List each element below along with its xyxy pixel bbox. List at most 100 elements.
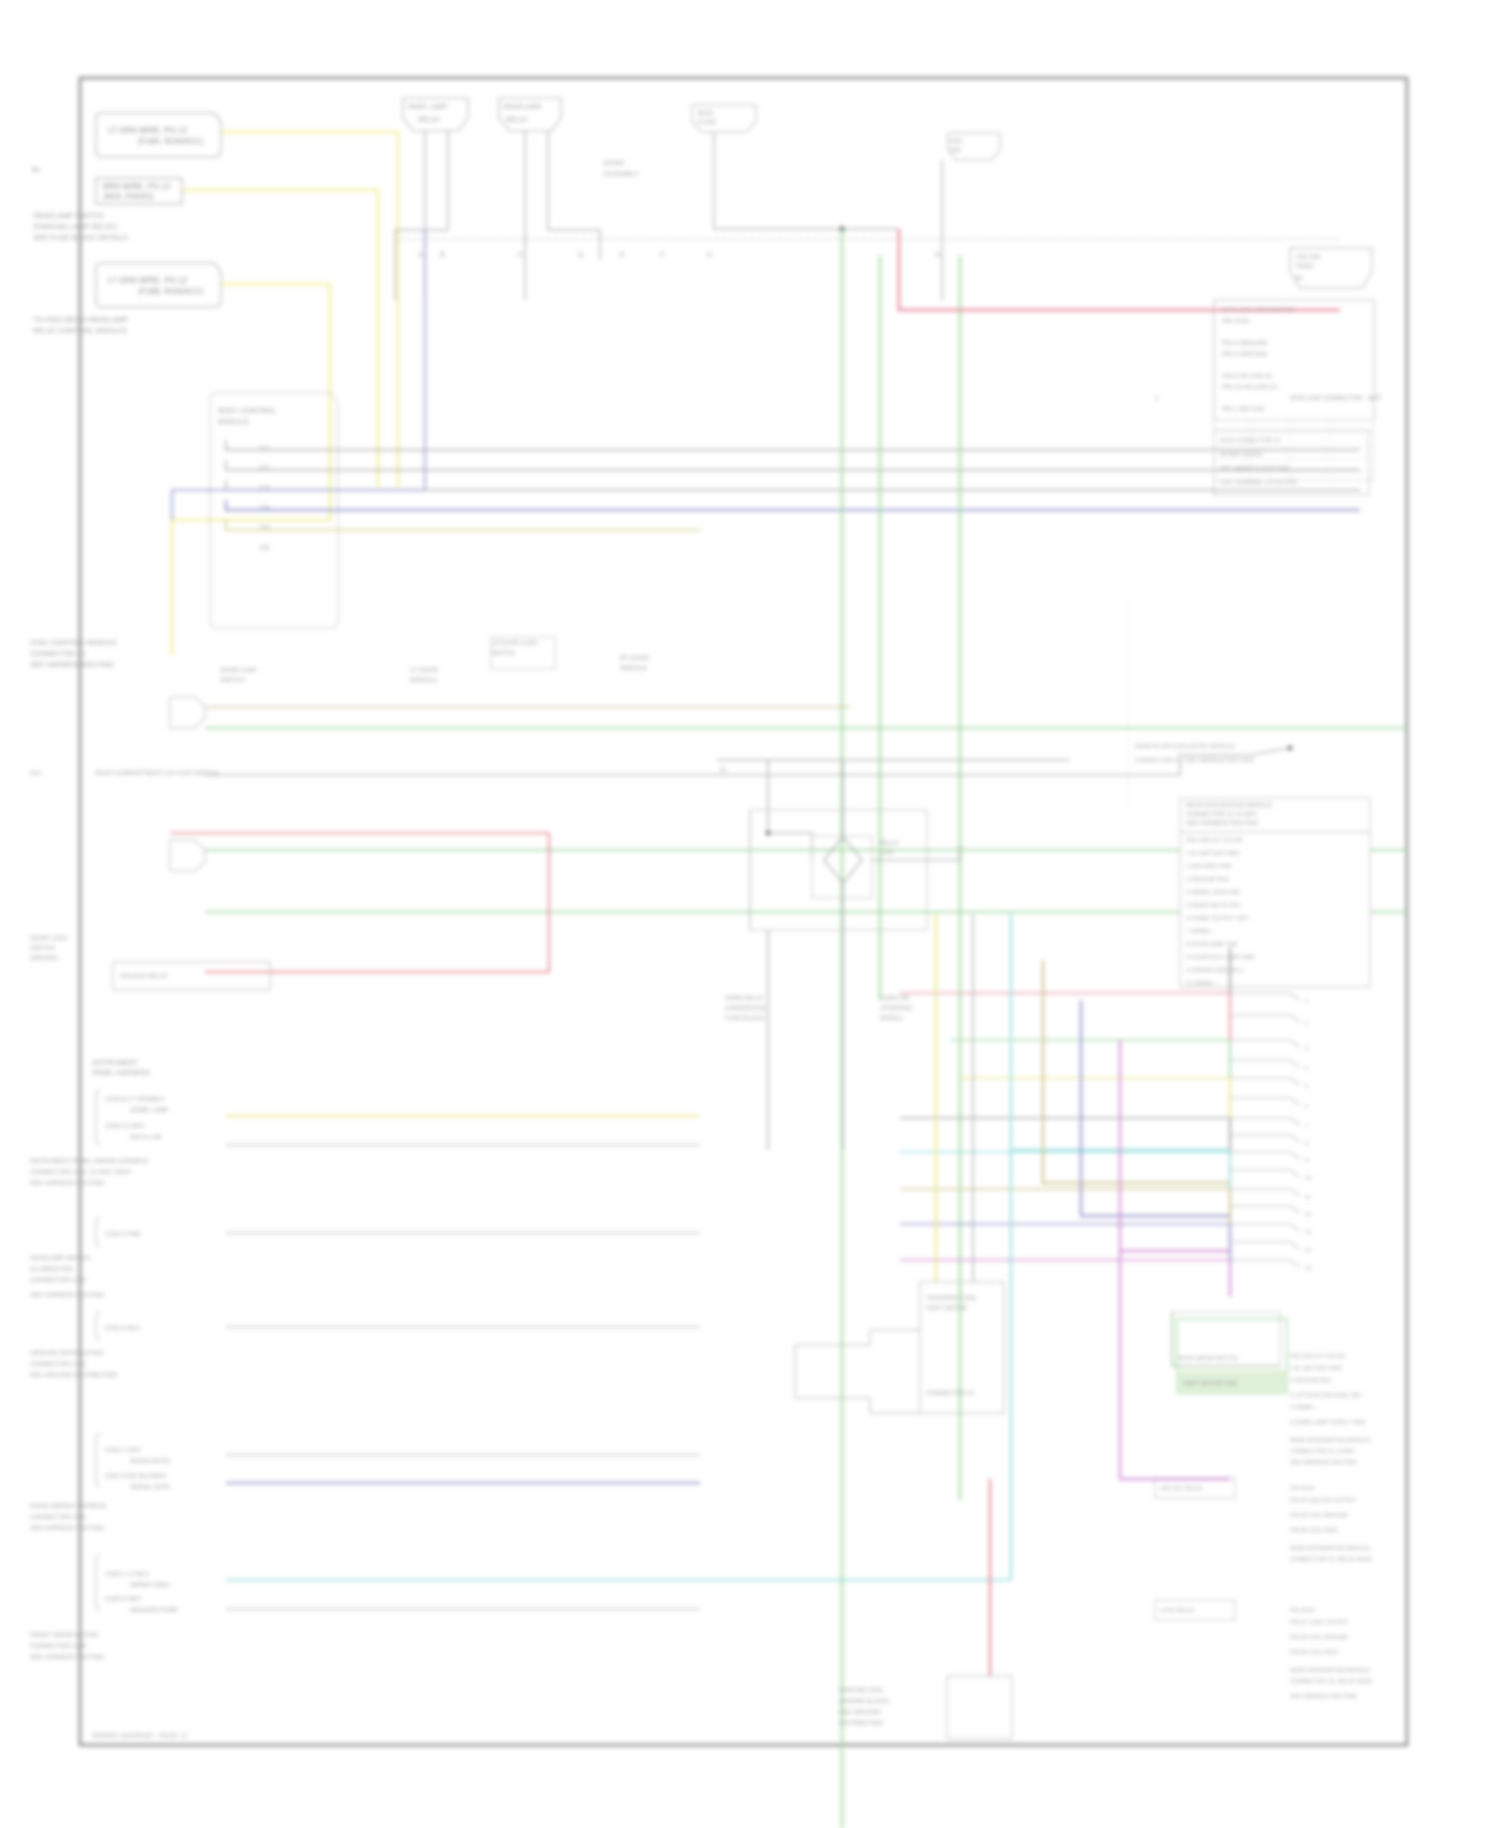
svg-text:HORN RELAY: HORN RELAY [725, 996, 764, 1002]
svg-text:GROUND DISTRIBUTION: GROUND DISTRIBUTION [30, 1350, 103, 1357]
svg-text:PARK LAMP: PARK LAMP [408, 104, 448, 111]
svg-text:C1: C1 [260, 443, 269, 452]
svg-text:BCM: BCM [698, 110, 713, 117]
svg-text:ASSEMBLY: ASSEMBLY [603, 171, 640, 178]
svg-text:13: 13 [1305, 1230, 1311, 1236]
svg-text:RELAY: RELAY [506, 117, 529, 124]
svg-text:SWITCH: SWITCH [220, 677, 245, 684]
svg-text:4 SERIAL DATA TAN: 4 SERIAL DATA TAN [1186, 890, 1240, 896]
svg-text:MODULE: MODULE [218, 417, 249, 426]
svg-text:REAR INTEGRATION MODULE: REAR INTEGRATION MODULE [1290, 1438, 1371, 1444]
svg-text:DOOR AJAR: DOOR AJAR [220, 667, 257, 674]
svg-text:INSTRUMENT PANEL WIRING HARNES: INSTRUMENT PANEL WIRING HARNESS [30, 1158, 148, 1165]
svg-text:PIN CIRCUIT COLOR: PIN CIRCUIT COLOR [1186, 838, 1243, 844]
svg-text:D: D [578, 252, 583, 259]
svg-text:PIN 85 COIL GROUND: PIN 85 COIL GROUND [1290, 1513, 1348, 1519]
svg-text:CONNECTOR C1: CONNECTOR C1 [30, 651, 86, 658]
svg-text:RELAY CONTROL MODULE: RELAY CONTROL MODULE [33, 326, 127, 335]
svg-text:E: E [620, 252, 625, 259]
svg-text:REAR COMPARTMENT LID AJAR SWIT: REAR COMPARTMENT LID AJAR SWITCH [95, 770, 219, 777]
svg-text:FUSE BLOCK): FUSE BLOCK) [725, 1016, 765, 1022]
svg-text:FOR TERMINAL LOCATIONS: FOR TERMINAL LOCATIONS [1220, 480, 1298, 486]
svg-text:SEE HARNESS ROUTING: SEE HARNESS ROUTING [30, 1292, 104, 1299]
svg-text:4 SPARE --: 4 SPARE -- [1290, 1405, 1319, 1411]
svg-text:7 SPARE --: 7 SPARE -- [1186, 929, 1216, 935]
svg-text:6: 6 [1305, 1104, 1308, 1110]
svg-text:6 CHIME OUTPUT GRY: 6 CHIME OUTPUT GRY [1186, 916, 1249, 922]
svg-text:SEE HARNESS ROUTING: SEE HARNESS ROUTING [30, 1525, 104, 1532]
svg-text:F: F [660, 252, 664, 259]
svg-text:HEADLAMP: HEADLAMP [503, 104, 542, 111]
svg-text:9: 9 [1305, 1158, 1308, 1164]
svg-text:(STEERING: (STEERING [880, 1006, 913, 1012]
svg-text:MODULE: MODULE [410, 677, 437, 684]
svg-text:SEE HARNESS ROUTING: SEE HARNESS ROUTING [1186, 821, 1258, 827]
svg-text:SEE FUSE BLOCK DETAILS: SEE FUSE BLOCK DETAILS [33, 233, 128, 242]
svg-text:LIFTGATE AJAR: LIFTGATE AJAR [490, 640, 538, 647]
svg-text:SEE GROUND DISTRIBUTION: SEE GROUND DISTRIBUTION [30, 1372, 117, 1379]
svg-text:SERIAL DATA: SERIAL DATA [130, 1484, 171, 1491]
svg-text:G: G [707, 252, 712, 259]
svg-text:BRN WIRE, PG-12: BRN WIRE, PG-12 [103, 182, 171, 191]
svg-text:REAR INTEGRATION MODULE: REAR INTEGRATION MODULE [1290, 1668, 1371, 1674]
svg-text:SEE GROUND: SEE GROUND [839, 1709, 881, 1716]
svg-text:C203-8 LT GRN/BLK: C203-8 LT GRN/BLK [105, 1096, 165, 1103]
svg-text:LF DOOR: LF DOOR [410, 667, 438, 674]
svg-text:4: 4 [1305, 1066, 1308, 1072]
svg-text:PIN 86 COIL FEED: PIN 86 COIL FEED [1290, 1650, 1338, 1656]
svg-text:DATA LINK CONNECTOR - WHT: DATA LINK CONNECTOR - WHT [1290, 395, 1382, 402]
svg-text:IGN SW: IGN SW [1296, 254, 1321, 261]
svg-text:12: 12 [1305, 1212, 1311, 1218]
svg-text:(ENGINE BLOCK): (ENGINE BLOCK) [839, 1698, 890, 1705]
svg-text:WIRING DIAGRAM - PAGE 12: WIRING DIAGRAM - PAGE 12 [92, 1733, 188, 1740]
svg-text:C6: C6 [260, 543, 269, 552]
svg-text:IGN: IGN [950, 138, 962, 145]
svg-text:3: 3 [1305, 1046, 1308, 1052]
svg-text:WIPER FEED: WIPER FEED [130, 1582, 170, 1589]
svg-text:C2: C2 [260, 463, 269, 472]
svg-text:DISTRIBUTION: DISTRIBUTION [839, 1720, 883, 1727]
svg-text:10: 10 [1305, 1176, 1311, 1182]
svg-text:SHIFT MOTOR: SHIFT MOTOR [926, 1306, 968, 1312]
svg-text:TO HIGH BEAM HEADLAMP: TO HIGH BEAM HEADLAMP [33, 315, 128, 324]
svg-text:(PARKING LAMP RELAY): (PARKING LAMP RELAY) [33, 222, 117, 231]
svg-text:RELAY: RELAY [418, 117, 441, 124]
svg-text:BODY CONTROL: BODY CONTROL [218, 406, 276, 415]
svg-text:RELAY: RELAY [880, 841, 899, 847]
svg-text:SEE HARNESS ROUTING: SEE HARNESS ROUTING [1290, 1694, 1357, 1700]
svg-text:CONNECTOR C203: CONNECTOR C203 [30, 1277, 87, 1284]
svg-text:PIN 87 UNLOCK OUTPUT: PIN 87 UNLOCK OUTPUT [1290, 1498, 1357, 1504]
svg-text:8 DOOR AJAR TAN: 8 DOOR AJAR TAN [1186, 942, 1237, 948]
svg-text:WASHER PUMP: WASHER PUMP [130, 1607, 178, 1614]
svg-text:1 B+ BATTERY RED: 1 B+ BATTERY RED [1186, 851, 1240, 857]
svg-text:14: 14 [1305, 1248, 1311, 1254]
svg-text:CONNECTOR C203, 12-WAY, GRAY: CONNECTOR C203, 12-WAY, GRAY [30, 1169, 132, 1176]
svg-text:GROUND G201: GROUND G201 [839, 1687, 884, 1694]
svg-text:2 IGN FEED PNK: 2 IGN FEED PNK [1186, 864, 1232, 870]
svg-text:PIN 86 COIL FEED: PIN 86 COIL FEED [1290, 1528, 1338, 1534]
svg-text:B+: B+ [1296, 275, 1304, 282]
svg-text:7: 7 [1305, 1124, 1308, 1130]
svg-text:(M24, RADIO): (M24, RADIO) [103, 192, 154, 201]
svg-text:SW: SW [950, 147, 962, 154]
svg-text:9 COURTESY LAMP GRN: 9 COURTESY LAMP GRN [1186, 955, 1255, 961]
svg-text:LT GRN WIRE, PG-12: LT GRN WIRE, PG-12 [108, 126, 188, 135]
svg-text:C: C [518, 252, 523, 259]
svg-text:SEE HARNESS ROUTING: SEE HARNESS ROUTING [30, 1654, 104, 1661]
svg-text:8: 8 [1305, 1141, 1308, 1147]
svg-text:SWITCH: SWITCH [30, 945, 55, 952]
svg-text:C203-3 PNK: C203-3 PNK [105, 1231, 142, 1238]
svg-text:PIN 87 LOCK OUTPUT: PIN 87 LOCK OUTPUT [1290, 1620, 1349, 1626]
svg-text:TRANSFER CASE: TRANSFER CASE [926, 1296, 976, 1302]
svg-text:UNLOCK RELAY: UNLOCK RELAY [120, 973, 169, 980]
svg-text:(F18B, RUN/ACC): (F18B, RUN/ACC) [138, 287, 204, 296]
svg-text:SW ILLUM: SW ILLUM [130, 1134, 161, 1141]
svg-text:PIN 6 HS-CAN HI: PIN 6 HS-CAN HI [1222, 373, 1272, 380]
svg-text:11 SPARE --: 11 SPARE -- [1186, 981, 1218, 987]
svg-text:11: 11 [1305, 1195, 1311, 1201]
svg-text:WHEEL): WHEEL) [880, 1016, 903, 1022]
svg-text:CONNECTOR C405: CONNECTOR C405 [30, 1643, 87, 1650]
svg-text:SHIFT MOTOR GND: SHIFT MOTOR GND [1183, 1381, 1237, 1387]
svg-text:1 B+ BATTERY RED: 1 B+ BATTERY RED [1290, 1366, 1342, 1372]
svg-text:1: 1 [1155, 395, 1159, 402]
